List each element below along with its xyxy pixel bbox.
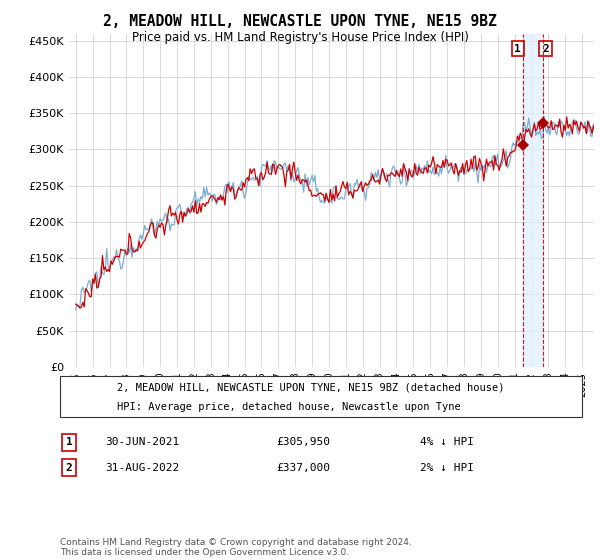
Text: £337,000: £337,000 xyxy=(276,463,330,473)
Text: 2: 2 xyxy=(542,44,549,54)
Text: 2: 2 xyxy=(65,463,73,473)
Text: 1: 1 xyxy=(514,44,521,54)
Bar xyxy=(523,34,543,367)
Text: Contains HM Land Registry data © Crown copyright and database right 2024.
This d: Contains HM Land Registry data © Crown c… xyxy=(60,538,412,557)
Text: 31-AUG-2022: 31-AUG-2022 xyxy=(105,463,179,473)
Text: Price paid vs. HM Land Registry's House Price Index (HPI): Price paid vs. HM Land Registry's House … xyxy=(131,31,469,44)
Text: 4% ↓ HPI: 4% ↓ HPI xyxy=(420,437,474,447)
Text: 2, MEADOW HILL, NEWCASTLE UPON TYNE, NE15 9BZ: 2, MEADOW HILL, NEWCASTLE UPON TYNE, NE1… xyxy=(103,14,497,29)
Text: £305,950: £305,950 xyxy=(276,437,330,447)
Text: 30-JUN-2021: 30-JUN-2021 xyxy=(105,437,179,447)
Text: HPI: Average price, detached house, Newcastle upon Tyne: HPI: Average price, detached house, Newc… xyxy=(117,402,461,412)
Text: 2, MEADOW HILL, NEWCASTLE UPON TYNE, NE15 9BZ (detached house): 2, MEADOW HILL, NEWCASTLE UPON TYNE, NE1… xyxy=(117,383,505,393)
Text: 2% ↓ HPI: 2% ↓ HPI xyxy=(420,463,474,473)
Text: 1: 1 xyxy=(65,437,73,447)
